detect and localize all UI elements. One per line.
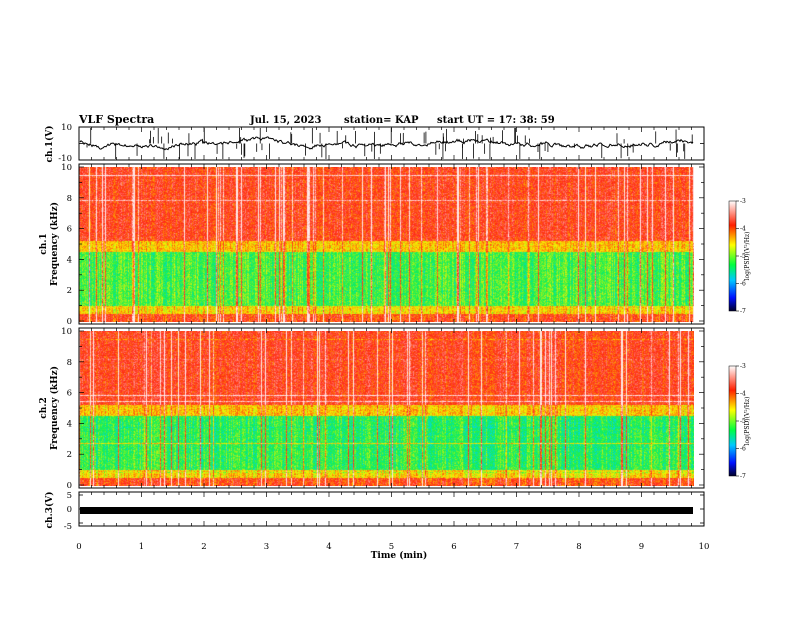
freq-tick-label: 10 (61, 327, 72, 337)
freq-tick-label: 8 (67, 358, 72, 368)
x-tick-label: 9 (639, 542, 644, 552)
ch2-colorbar (728, 365, 737, 477)
ch3-voltage-trace (80, 507, 693, 514)
x-tick-label: 4 (326, 542, 331, 552)
figure-title: VLF Spectra (78, 113, 154, 126)
ch2-spec-ticks: 0 2 4 6 8 10 (61, 327, 705, 491)
ch1-spec-ticks: 0 2 4 6 8 10 (61, 163, 705, 327)
freq-tick-label: 0 (67, 317, 72, 327)
colorbar-tick-label: -4 (740, 391, 746, 398)
ch2-colorbar-label: log(PSD)(V²/Hz) (744, 397, 751, 446)
colorbar-tick-label: -6 (740, 446, 746, 453)
x-axis-tick-labels: 0 1 2 3 4 5 6 7 8 9 10 (76, 542, 709, 552)
ch2-colorbar-ticks: -3 -4 -5 -6 -7 (736, 363, 746, 480)
freq-tick-label: 8 (67, 194, 72, 204)
freq-tick-label: 10 (61, 163, 72, 173)
colorbar-tick-label: -7 (740, 308, 746, 315)
ch1-ylabel: ch.1(V) (44, 126, 55, 163)
ch1-channel-label: ch.1 (39, 233, 49, 254)
colorbar-tick-label: -6 (740, 281, 746, 288)
ch1-freq-ylabel: Frequency (kHz) (49, 202, 60, 286)
freq-tick-label: 0 (67, 481, 72, 491)
ch1-ytick-top: 10 (61, 123, 72, 133)
colorbar-tick-label: -7 (740, 473, 746, 480)
ch2-spectrogram-image (79, 331, 694, 486)
freq-tick-label: 6 (67, 389, 72, 399)
ch3-voltage-panel: 5 0 -5 ch.3(V) (44, 491, 705, 532)
freq-tick-label: 4 (67, 419, 72, 429)
ch3-ytick-0: 0 (67, 505, 72, 515)
x-tick-label: 3 (264, 542, 269, 552)
ch1-spectrogram-image (79, 167, 694, 322)
freq-tick-label: 2 (67, 286, 72, 296)
freq-tick-label: 6 (67, 225, 72, 235)
colorbar-tick-label: -4 (740, 226, 746, 233)
start-time-label: start UT = 17: 38: 59 (437, 115, 555, 126)
colorbar-tick-label: -5 (740, 418, 746, 425)
x-tick-label: 8 (576, 542, 581, 552)
ch2-channel-label: ch.2 (39, 397, 49, 418)
x-tick-label: 10 (699, 542, 710, 552)
x-tick-label: 2 (201, 542, 206, 552)
ch1-colorbar-label: log(PSD)(V²/Hz) (744, 232, 751, 281)
ch3-ytick-5: 5 (67, 491, 72, 501)
station-label: station= KAP (344, 115, 419, 126)
ch1-ticks (78, 126, 705, 161)
ch1-colorbar-ticks: -3 -4 -5 -6 -7 (736, 198, 746, 315)
date-label: Jul. 15, 2023 (249, 115, 322, 126)
x-axis-label: Time (min) (371, 550, 428, 561)
ch1-spikes (86, 128, 693, 159)
colorbar-tick-label: -5 (740, 253, 746, 260)
ch3-ticks (78, 492, 705, 526)
freq-tick-label: 2 (67, 450, 72, 460)
colorbar-tick-label: -3 (740, 198, 746, 205)
ch3-ylabel: ch.3(V) (44, 492, 55, 529)
ch1-voltage-panel: 10 -10 ch.1(V) (44, 123, 705, 164)
x-tick-label: 5 (389, 542, 394, 552)
x-tick-label: 1 (139, 542, 144, 552)
freq-tick-label: 4 (67, 255, 72, 265)
x-tick-label: 6 (451, 542, 456, 552)
ch1-voltage-trace (79, 136, 694, 151)
colorbar-tick-label: -3 (740, 363, 746, 370)
x-tick-label: 0 (76, 542, 81, 552)
x-tick-label: 7 (514, 542, 519, 552)
ch3-ytick-neg5: -5 (64, 522, 72, 532)
ch1-ytick-bottom: -10 (58, 154, 72, 164)
ch1-colorbar (728, 200, 737, 312)
ch2-freq-ylabel: Frequency (kHz) (49, 366, 60, 450)
